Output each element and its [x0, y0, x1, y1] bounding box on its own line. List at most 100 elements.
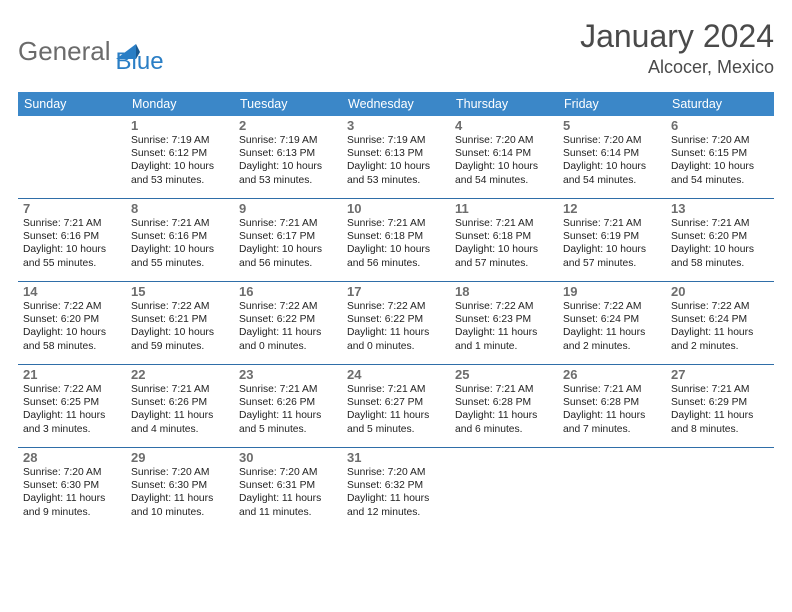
- day-info-line: and 56 minutes.: [347, 257, 445, 270]
- day-info-line: Daylight: 11 hours: [455, 409, 553, 422]
- day-info-line: Daylight: 10 hours: [563, 160, 661, 173]
- day-info-line: Daylight: 10 hours: [455, 243, 553, 256]
- day-info-line: Daylight: 11 hours: [563, 326, 661, 339]
- day-number: 16: [239, 284, 337, 299]
- day-number: 23: [239, 367, 337, 382]
- day-info-line: and 53 minutes.: [347, 174, 445, 187]
- day-cell: [450, 448, 558, 530]
- day-cell: 16Sunrise: 7:22 AMSunset: 6:22 PMDayligh…: [234, 282, 342, 364]
- header: General Blue January 2024 Alcocer, Mexic…: [18, 18, 774, 78]
- day-info-line: and 5 minutes.: [239, 423, 337, 436]
- day-info-line: Sunset: 6:16 PM: [23, 230, 121, 243]
- day-number: 27: [671, 367, 769, 382]
- day-info-line: Sunset: 6:13 PM: [347, 147, 445, 160]
- day-number: 31: [347, 450, 445, 465]
- day-info-line: Daylight: 11 hours: [455, 326, 553, 339]
- day-cell: 11Sunrise: 7:21 AMSunset: 6:18 PMDayligh…: [450, 199, 558, 281]
- day-info-line: Sunset: 6:32 PM: [347, 479, 445, 492]
- day-cell: 9Sunrise: 7:21 AMSunset: 6:17 PMDaylight…: [234, 199, 342, 281]
- day-cell: 7Sunrise: 7:21 AMSunset: 6:16 PMDaylight…: [18, 199, 126, 281]
- day-info-line: Daylight: 11 hours: [131, 492, 229, 505]
- day-number: 22: [131, 367, 229, 382]
- day-number: 20: [671, 284, 769, 299]
- day-info-line: and 12 minutes.: [347, 506, 445, 519]
- day-info-line: and 54 minutes.: [563, 174, 661, 187]
- month-title: January 2024: [580, 18, 774, 55]
- day-number: 26: [563, 367, 661, 382]
- day-cell: 4Sunrise: 7:20 AMSunset: 6:14 PMDaylight…: [450, 116, 558, 198]
- day-info-line: and 59 minutes.: [131, 340, 229, 353]
- day-info-line: Daylight: 10 hours: [671, 243, 769, 256]
- day-info-line: Sunset: 6:19 PM: [563, 230, 661, 243]
- day-number: 17: [347, 284, 445, 299]
- day-number: 6: [671, 118, 769, 133]
- day-cell: 2Sunrise: 7:19 AMSunset: 6:13 PMDaylight…: [234, 116, 342, 198]
- day-number: 21: [23, 367, 121, 382]
- day-info-line: and 57 minutes.: [563, 257, 661, 270]
- day-number: 15: [131, 284, 229, 299]
- day-cell: 3Sunrise: 7:19 AMSunset: 6:13 PMDaylight…: [342, 116, 450, 198]
- day-info-line: Sunrise: 7:20 AM: [239, 466, 337, 479]
- day-cell: 12Sunrise: 7:21 AMSunset: 6:19 PMDayligh…: [558, 199, 666, 281]
- day-info-line: and 6 minutes.: [455, 423, 553, 436]
- day-info-line: and 11 minutes.: [239, 506, 337, 519]
- day-number: 1: [131, 118, 229, 133]
- day-info-line: Sunset: 6:12 PM: [131, 147, 229, 160]
- day-info-line: Sunrise: 7:21 AM: [347, 383, 445, 396]
- day-info-line: Sunrise: 7:21 AM: [455, 383, 553, 396]
- day-info-line: Sunset: 6:27 PM: [347, 396, 445, 409]
- day-info-line: Sunset: 6:18 PM: [455, 230, 553, 243]
- day-number: 14: [23, 284, 121, 299]
- day-info-line: Sunrise: 7:22 AM: [347, 300, 445, 313]
- week-row: 1Sunrise: 7:19 AMSunset: 6:12 PMDaylight…: [18, 116, 774, 199]
- day-info-line: Daylight: 11 hours: [347, 326, 445, 339]
- day-info-line: Daylight: 10 hours: [347, 160, 445, 173]
- day-info-line: Sunrise: 7:21 AM: [239, 383, 337, 396]
- day-info-line: Sunrise: 7:20 AM: [23, 466, 121, 479]
- day-info-line: Daylight: 11 hours: [347, 409, 445, 422]
- day-info-line: Daylight: 10 hours: [131, 326, 229, 339]
- day-cell: 8Sunrise: 7:21 AMSunset: 6:16 PMDaylight…: [126, 199, 234, 281]
- week-row: 21Sunrise: 7:22 AMSunset: 6:25 PM Dayligh…: [18, 365, 774, 448]
- day-info-line: Sunset: 6:18 PM: [347, 230, 445, 243]
- day-info-line: and 1 minute.: [455, 340, 553, 353]
- day-info-line: Sunset: 6:29 PM: [671, 396, 769, 409]
- day-info-line: and 5 minutes.: [347, 423, 445, 436]
- day-number: 29: [131, 450, 229, 465]
- day-info-line: and 8 minutes.: [671, 423, 769, 436]
- dow-header: Friday: [558, 92, 666, 116]
- day-info-line: Sunset: 6:30 PM: [23, 479, 121, 492]
- day-info-line: Sunrise: 7:21 AM: [23, 217, 121, 230]
- day-info-line: Sunrise: 7:21 AM: [131, 217, 229, 230]
- day-info-line: Sunset: 6:25 PM: [23, 396, 121, 409]
- day-info-line: Sunset: 6:22 PM: [239, 313, 337, 326]
- calendar: SundayMondayTuesdayWednesdayThursdayFrid…: [18, 92, 774, 530]
- day-info-line: Daylight: 11 hours: [239, 409, 337, 422]
- dow-header: Tuesday: [234, 92, 342, 116]
- day-info-line: Daylight: 10 hours: [23, 243, 121, 256]
- day-info-line: Daylight: 11 hours: [347, 492, 445, 505]
- day-info-line: Daylight: 11 hours: [563, 409, 661, 422]
- day-info-line: Sunrise: 7:22 AM: [23, 383, 121, 396]
- dow-header: Wednesday: [342, 92, 450, 116]
- day-cell: [558, 448, 666, 530]
- day-info-line: Sunrise: 7:22 AM: [239, 300, 337, 313]
- dow-header: Sunday: [18, 92, 126, 116]
- day-number: 28: [23, 450, 121, 465]
- day-info-line: Daylight: 11 hours: [671, 409, 769, 422]
- day-cell: 1Sunrise: 7:19 AMSunset: 6:12 PMDaylight…: [126, 116, 234, 198]
- day-info-line: and 57 minutes.: [455, 257, 553, 270]
- day-info-line: and 53 minutes.: [239, 174, 337, 187]
- week-row: 14Sunrise: 7:22 AMSunset: 6:20 PMDayligh…: [18, 282, 774, 365]
- day-info-line: Daylight: 10 hours: [131, 243, 229, 256]
- day-number: 8: [131, 201, 229, 216]
- day-info-line: Sunrise: 7:21 AM: [671, 217, 769, 230]
- day-number: 11: [455, 201, 553, 216]
- day-info-line: Sunrise: 7:22 AM: [131, 300, 229, 313]
- day-cell: 25Sunrise: 7:21 AMSunset: 6:28 PMDayligh…: [450, 365, 558, 447]
- day-info-line: Sunset: 6:14 PM: [563, 147, 661, 160]
- day-number: 4: [455, 118, 553, 133]
- day-cell: 23Sunrise: 7:21 AMSunset: 6:26 PMDayligh…: [234, 365, 342, 447]
- day-info-line: Daylight: 10 hours: [239, 243, 337, 256]
- day-info-line: and 58 minutes.: [671, 257, 769, 270]
